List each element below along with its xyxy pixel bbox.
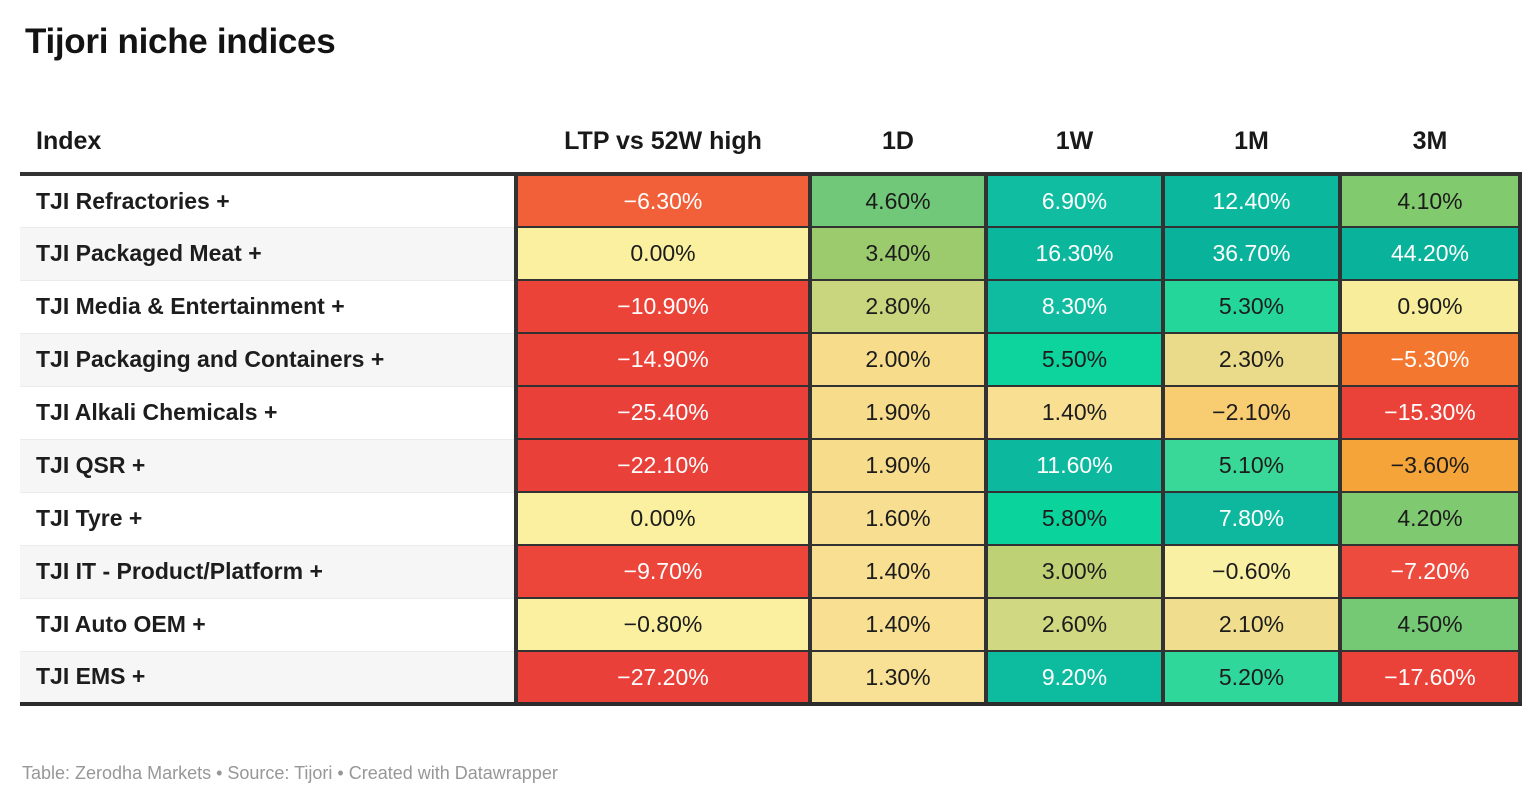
- row-label[interactable]: TJI Packaging and Containers +: [20, 333, 516, 387]
- value-cell: 0.00%: [514, 491, 812, 546]
- value-cell: 36.70%: [1161, 226, 1342, 281]
- value-cell: −0.60%: [1161, 544, 1342, 599]
- value-cell: 5.10%: [1161, 438, 1342, 493]
- value-cell: −10.90%: [514, 279, 812, 334]
- table-row: TJI Auto OEM + −0.80% 1.40% 2.60% 2.10% 4.50%: [20, 597, 1522, 652]
- value-cell: 3.40%: [808, 226, 988, 281]
- column-header-1m: 1M: [1234, 126, 1269, 155]
- attribution-footer: Table: Zerodha Markets • Source: Tijori …: [22, 763, 558, 783]
- page-title: Tijori niche indices: [25, 22, 336, 61]
- value-cell: 1.30%: [808, 650, 988, 706]
- row-label[interactable]: TJI Refractories +: [20, 174, 516, 228]
- column-header-index: Index: [36, 126, 102, 155]
- value-cell: 0.00%: [514, 226, 812, 281]
- value-cell: 4.50%: [1338, 597, 1522, 652]
- value-cell: −6.30%: [514, 173, 812, 228]
- value-cell: 2.10%: [1161, 597, 1342, 652]
- column-header-3m: 3M: [1412, 126, 1448, 155]
- column-header-1d: 1D: [882, 126, 914, 155]
- value-cell: −7.20%: [1338, 544, 1522, 599]
- value-cell: 1.40%: [808, 597, 988, 652]
- table-row: TJI IT - Product/Platform + −9.70% 1.40% 3.…: [20, 544, 1522, 599]
- row-label[interactable]: TJI Tyre +: [20, 492, 516, 546]
- value-cell: 1.90%: [808, 385, 988, 440]
- value-cell: 2.00%: [808, 332, 988, 387]
- value-cell: 2.80%: [808, 279, 988, 334]
- table-row: TJI Packaging and Containers + −14.90% 2.0…: [20, 332, 1522, 387]
- value-cell: 4.60%: [808, 173, 988, 228]
- value-cell: −27.20%: [514, 650, 812, 706]
- value-cell: −2.10%: [1161, 385, 1342, 440]
- value-cell: −3.60%: [1338, 438, 1522, 493]
- row-label[interactable]: TJI Media & Entertainment +: [20, 280, 516, 334]
- table-row: TJI EMS + −27.20% 1.30% 9.20% 5.20% −17.60%: [20, 650, 1522, 706]
- table-row: TJI Tyre +0.00% 1.60% 5.80% 7.80% 4.20%: [20, 491, 1522, 546]
- column-header-1w: 1W: [1055, 126, 1094, 155]
- value-cell: 8.30%: [984, 279, 1165, 334]
- value-cell: 5.20%: [1161, 650, 1342, 706]
- value-cell: 3.00%: [984, 544, 1165, 599]
- value-cell: −0.80%: [514, 597, 812, 652]
- table-row: TJI Refractories + −6.30% 4.60% 6.90% 12.40%…: [20, 173, 1522, 228]
- value-cell: 44.20%: [1338, 226, 1522, 281]
- value-cell: −17.60%: [1338, 650, 1522, 706]
- value-cell: −5.30%: [1338, 332, 1522, 387]
- value-cell: 2.60%: [984, 597, 1165, 652]
- table-row: TJI QSR + −22.10% 1.90% 11.60% 5.10% −3.60%: [20, 438, 1522, 493]
- column-header-ltp-vs-52w: LTP vs 52W high: [564, 126, 762, 155]
- value-cell: −25.40%: [514, 385, 812, 440]
- table-body: TJI Refractories + −6.30% 4.60% 6.90% 12.40%…: [20, 173, 1522, 706]
- table-header: Index LTP vs 52W high 1D 1W 1M 3M: [20, 110, 1520, 174]
- indices-heatmap-table: Index LTP vs 52W high 1D 1W 1M 3M TJI Re…: [20, 110, 1522, 706]
- table-row: TJI Media & Entertainment + −10.90% 2.80% 8…: [20, 279, 1522, 334]
- value-cell: −15.30%: [1338, 385, 1522, 440]
- row-label[interactable]: TJI EMS +: [20, 651, 516, 706]
- value-cell: 1.40%: [808, 544, 988, 599]
- row-label[interactable]: TJI QSR +: [20, 439, 516, 493]
- row-label[interactable]: TJI Auto OEM +: [20, 598, 516, 652]
- value-cell: 2.30%: [1161, 332, 1342, 387]
- value-cell: 11.60%: [984, 438, 1165, 493]
- value-cell: −22.10%: [514, 438, 812, 493]
- value-cell: 4.10%: [1338, 173, 1522, 228]
- value-cell: 7.80%: [1161, 491, 1342, 546]
- value-cell: 9.20%: [984, 650, 1165, 706]
- value-cell: 5.50%: [984, 332, 1165, 387]
- value-cell: 4.20%: [1338, 491, 1522, 546]
- value-cell: 1.60%: [808, 491, 988, 546]
- value-cell: −14.90%: [514, 332, 812, 387]
- row-label[interactable]: TJI IT - Product/Platform +: [20, 545, 516, 599]
- row-label[interactable]: TJI Packaged Meat +: [20, 227, 516, 281]
- value-cell: 1.90%: [808, 438, 988, 493]
- value-cell: 5.30%: [1161, 279, 1342, 334]
- table-row: TJI Alkali Chemicals + −25.40% 1.90% 1.40% −…: [20, 385, 1522, 440]
- value-cell: 16.30%: [984, 226, 1165, 281]
- value-cell: 6.90%: [984, 173, 1165, 228]
- value-cell: 0.90%: [1338, 279, 1522, 334]
- value-cell: 5.80%: [984, 491, 1165, 546]
- value-cell: 1.40%: [984, 385, 1165, 440]
- value-cell: 12.40%: [1161, 173, 1342, 228]
- table-row: TJI Packaged Meat +0.00% 3.40% 16.30% 36.70…: [20, 226, 1522, 281]
- row-label[interactable]: TJI Alkali Chemicals +: [20, 386, 516, 440]
- value-cell: −9.70%: [514, 544, 812, 599]
